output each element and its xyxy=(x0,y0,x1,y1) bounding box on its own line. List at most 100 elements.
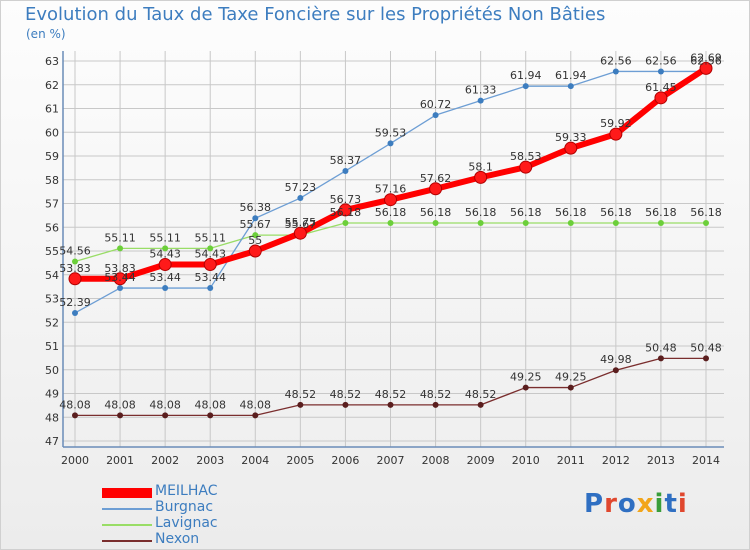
data-label-lavignac: 55.11 xyxy=(194,231,226,244)
data-point-meilhac xyxy=(609,127,623,141)
x-tick-label: 2005 xyxy=(286,454,314,467)
data-point-lavignac xyxy=(703,219,709,226)
data-point-burgnac xyxy=(207,285,214,292)
x-tick-label: 2003 xyxy=(196,454,224,467)
logo-letter: x xyxy=(636,489,655,519)
data-point-meilhac xyxy=(68,272,82,286)
y-tick-label: 58 xyxy=(45,174,59,187)
data-label-burgnac: 60.72 xyxy=(420,98,452,111)
data-point-nexon xyxy=(612,367,619,374)
data-label-lavignac: 56.18 xyxy=(375,206,407,219)
y-tick-label: 54 xyxy=(45,269,59,282)
data-point-nexon xyxy=(297,401,304,408)
data-point-nexon xyxy=(657,355,664,362)
data-point-meilhac xyxy=(654,91,668,105)
data-point-lavignac xyxy=(477,219,484,226)
data-label-burgnac: 58.37 xyxy=(330,154,362,167)
x-tick-label: 2014 xyxy=(692,454,720,467)
data-label-lavignac: 54.56 xyxy=(59,244,91,257)
data-label-lavignac: 56.18 xyxy=(420,206,452,219)
data-point-lavignac xyxy=(522,219,529,226)
logo-letter: i xyxy=(677,489,688,519)
data-label-burgnac: 62.56 xyxy=(600,54,632,67)
y-tick-label: 49 xyxy=(45,388,59,401)
data-label-lavignac: 56.18 xyxy=(555,206,587,219)
data-point-nexon xyxy=(342,401,349,408)
logo-letter: t xyxy=(664,489,678,519)
data-label-lavignac: 56.18 xyxy=(330,206,362,219)
x-tick-label: 2012 xyxy=(602,454,630,467)
y-tick-label: 59 xyxy=(45,150,59,163)
legend-swatch-meilhac xyxy=(102,488,152,498)
data-point-meilhac xyxy=(248,244,262,258)
data-point-burgnac xyxy=(72,309,78,316)
y-tick-label: 51 xyxy=(45,340,59,353)
data-point-lavignac xyxy=(657,219,664,226)
data-label-burgnac: 52.39 xyxy=(59,296,91,309)
y-tick-label: 50 xyxy=(45,364,59,377)
x-tick-label: 2006 xyxy=(331,454,359,467)
legend-swatch-nexon xyxy=(102,540,152,542)
line-chart: 47 48 49 50 51 52 53 54 55 56 57 58 59 60 61 62 63 2000 20… xyxy=(45,51,724,467)
y-tick-label: 62 xyxy=(45,79,59,92)
series-layer xyxy=(68,61,713,419)
x-tick-label: 2002 xyxy=(151,454,179,467)
logo-letter: r xyxy=(604,489,618,519)
data-label-nexon: 48.52 xyxy=(375,388,407,401)
data-point-nexon xyxy=(72,412,78,419)
data-point-burgnac xyxy=(432,112,439,119)
data-label-layer: 48.08 48.08 48.08 48.08 48.08 48.52 48.52 48.52… xyxy=(59,51,722,411)
data-label-lavignac: 56.18 xyxy=(510,206,542,219)
x-tick-label: 2013 xyxy=(647,454,675,467)
y-tick-label: 63 xyxy=(45,55,59,68)
data-label-meilhac: 54.43 xyxy=(149,248,181,261)
data-label-meilhac: 59.33 xyxy=(555,131,587,144)
y-tick-label: 53 xyxy=(45,293,59,306)
data-label-meilhac: 53.83 xyxy=(104,262,136,275)
data-label-burgnac: 62.56 xyxy=(690,54,722,67)
data-point-meilhac xyxy=(384,193,397,207)
data-label-nexon: 48.08 xyxy=(59,398,91,411)
data-point-lavignac xyxy=(342,219,349,226)
legend-label-nexon: Nexon xyxy=(155,531,200,547)
data-label-burgnac: 61.94 xyxy=(555,69,587,82)
data-label-burgnac: 61.94 xyxy=(510,69,542,82)
data-label-lavignac: 55.67 xyxy=(285,218,317,231)
data-point-burgnac xyxy=(162,285,169,292)
x-tick-label: 2009 xyxy=(467,454,495,467)
y-tick-label: 47 xyxy=(45,435,59,448)
data-label-nexon: 48.52 xyxy=(465,388,497,401)
data-point-lavignac xyxy=(252,232,259,239)
data-point-lavignac xyxy=(162,245,169,252)
data-point-burgnac xyxy=(612,68,619,75)
data-point-meilhac xyxy=(158,258,172,272)
data-label-burgnac: 53.44 xyxy=(104,271,136,284)
data-label-nexon: 48.52 xyxy=(285,388,317,401)
data-point-nexon xyxy=(387,401,394,408)
data-label-meilhac: 54.43 xyxy=(194,248,226,261)
legend-label-burgnac: Burgnac xyxy=(155,499,214,515)
data-label-lavignac: 55.67 xyxy=(240,218,272,231)
data-point-burgnac xyxy=(297,195,304,202)
data-label-meilhac: 55.75 xyxy=(285,216,317,229)
data-label-meilhac: 57.62 xyxy=(420,172,452,185)
data-point-lavignac xyxy=(117,245,124,252)
y-tick-label: 56 xyxy=(45,221,59,234)
logo-letter: P xyxy=(584,489,605,519)
y-tick-label: 55 xyxy=(45,245,59,258)
data-point-meilhac xyxy=(113,272,127,286)
legend-label-lavignac: Lavignac xyxy=(155,515,218,531)
data-label-nexon: 49.25 xyxy=(555,371,587,384)
x-tick-label: 2001 xyxy=(106,454,134,467)
data-label-meilhac: 55 xyxy=(248,234,262,247)
x-tick-label: 2011 xyxy=(557,454,585,467)
data-label-nexon: 48.52 xyxy=(330,388,362,401)
chart-title: Evolution du Taux de Taxe Foncière sur l… xyxy=(25,4,606,25)
data-label-burgnac: 56.38 xyxy=(240,201,272,214)
y-tick-label: 48 xyxy=(45,411,59,424)
data-point-burgnac xyxy=(657,68,664,75)
data-point-burgnac xyxy=(522,83,529,90)
data-point-burgnac xyxy=(387,140,394,147)
data-label-meilhac: 59.92 xyxy=(600,117,632,130)
proxiti-logo: Proxiti xyxy=(584,489,688,519)
